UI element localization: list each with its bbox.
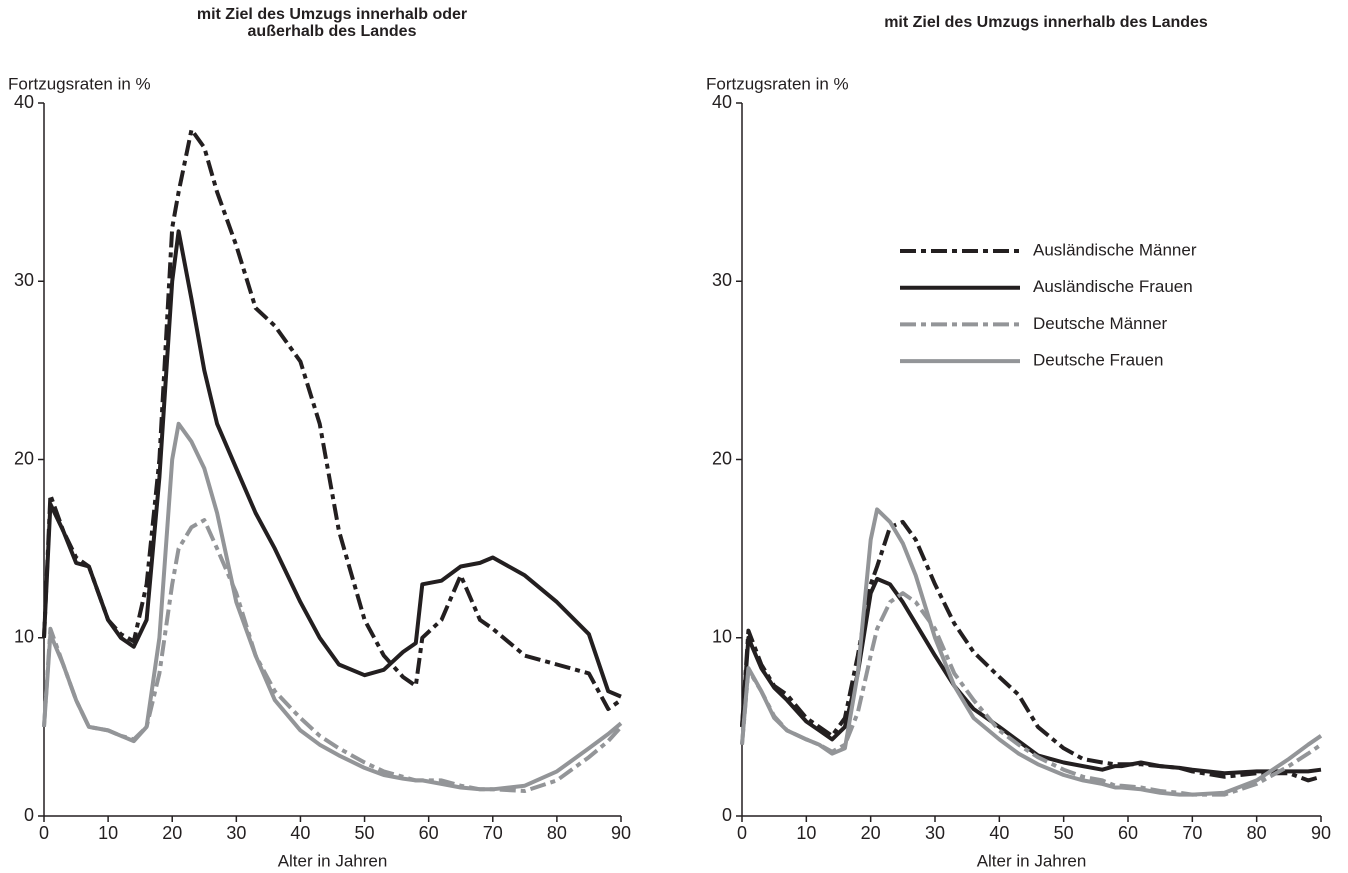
- y-tick-label: 0: [24, 805, 34, 825]
- y-axis-label: Fortzugsraten in %: [706, 74, 849, 93]
- legend-label: Ausländische Männer: [1033, 240, 1197, 259]
- series-line: [42, 229, 622, 699]
- x-tick-label: 30: [226, 823, 246, 843]
- y-tick-label: 30: [712, 270, 732, 290]
- y-tick-label: 40: [14, 92, 34, 112]
- chart-title: außerhalb des Landes: [248, 23, 417, 40]
- chart-panel: mit Ziel des Umzugs innerhalb oderaußerh…: [8, 6, 631, 870]
- x-axis-label: Alter in Jahren: [278, 851, 388, 870]
- legend-label: Deutsche Frauen: [1033, 351, 1163, 370]
- series-line: [740, 519, 1322, 783]
- legend-label: Deutsche Männer: [1033, 314, 1168, 333]
- x-tick-label: 80: [1247, 823, 1267, 843]
- y-tick-label: 30: [14, 270, 34, 290]
- y-tick-label: 40: [712, 92, 732, 112]
- x-tick-label: 0: [737, 823, 747, 843]
- x-tick-label: 50: [1054, 823, 1074, 843]
- x-tick-label: 80: [547, 823, 567, 843]
- y-tick-label: 10: [14, 627, 34, 647]
- y-tick-label: 0: [722, 805, 732, 825]
- series-line: [42, 127, 623, 711]
- chart-title: mit Ziel des Umzugs innerhalb des Landes: [884, 14, 1208, 31]
- y-tick-label: 10: [712, 627, 732, 647]
- x-tick-label: 40: [989, 823, 1009, 843]
- x-tick-label: 30: [925, 823, 945, 843]
- x-tick-label: 60: [419, 823, 439, 843]
- x-tick-label: 90: [1311, 823, 1331, 843]
- series-line: [42, 421, 623, 792]
- x-tick-label: 90: [611, 823, 631, 843]
- x-tick-label: 70: [1182, 823, 1202, 843]
- x-tick-label: 20: [861, 823, 881, 843]
- y-axis-label: Fortzugsraten in %: [8, 74, 151, 93]
- x-tick-label: 10: [98, 823, 118, 843]
- x-tick-label: 0: [39, 823, 49, 843]
- series-line: [740, 591, 1323, 797]
- series-line: [740, 576, 1322, 776]
- x-tick-label: 20: [162, 823, 182, 843]
- chart-panel: mit Ziel des Umzugs innerhalb des Landes…: [706, 14, 1331, 870]
- x-tick-label: 40: [290, 823, 310, 843]
- x-tick-label: 70: [483, 823, 503, 843]
- series-line: [740, 507, 1323, 797]
- x-tick-label: 60: [1118, 823, 1138, 843]
- legend-label: Ausländische Frauen: [1033, 277, 1193, 296]
- chart-title: mit Ziel des Umzugs innerhalb oder: [197, 6, 467, 23]
- y-tick-label: 20: [712, 448, 732, 468]
- x-tick-label: 10: [796, 823, 816, 843]
- y-tick-label: 20: [14, 448, 34, 468]
- x-tick-label: 50: [355, 823, 375, 843]
- x-axis-label: Alter in Jahren: [977, 851, 1087, 870]
